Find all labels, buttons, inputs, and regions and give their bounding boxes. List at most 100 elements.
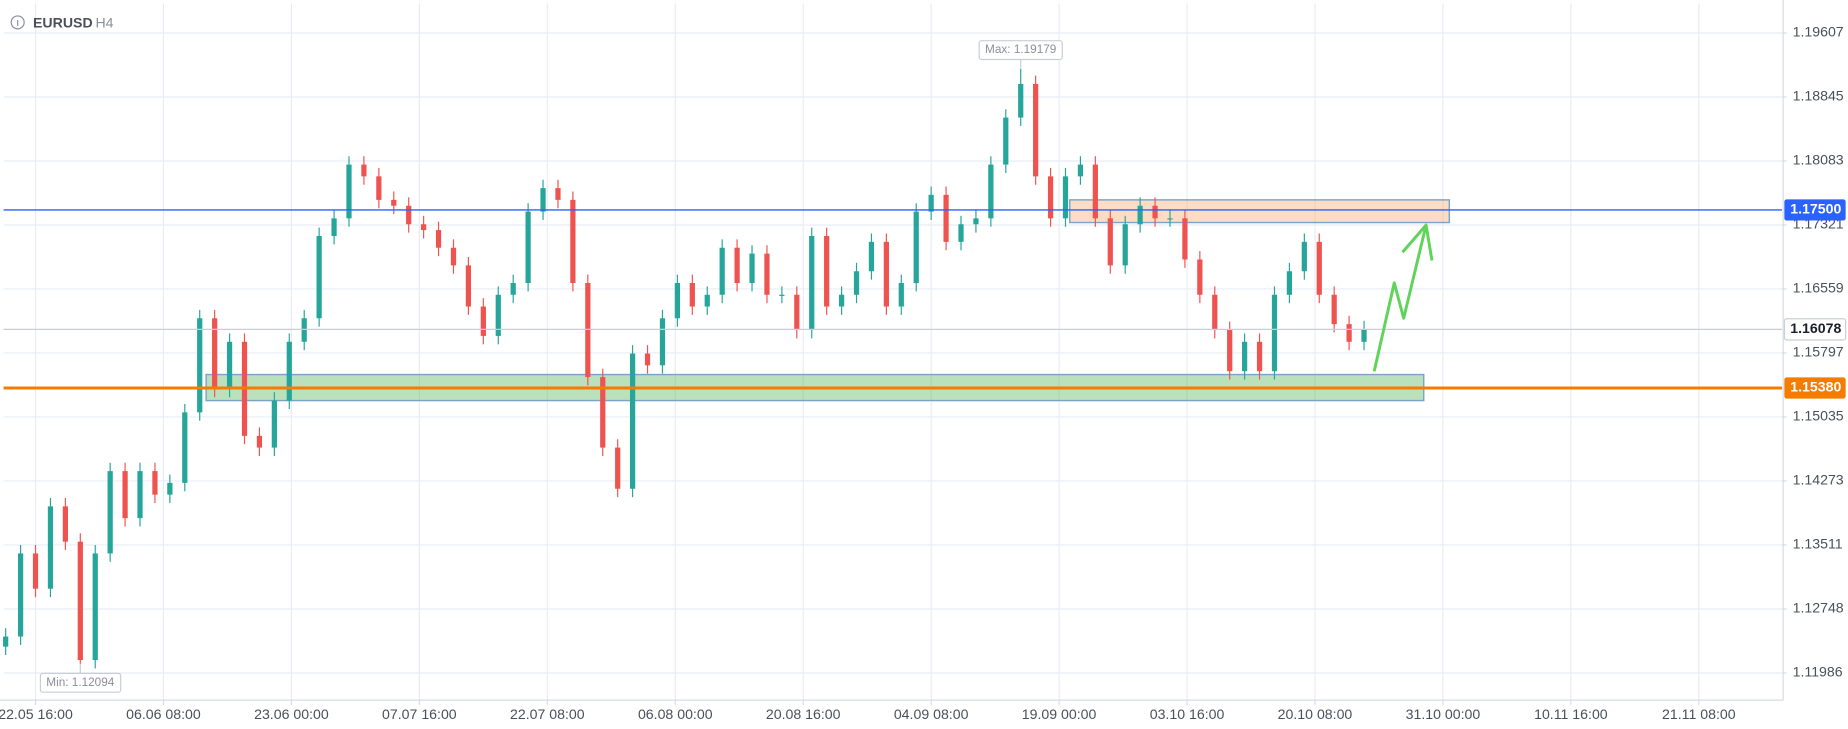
candles — [3, 68, 1367, 669]
candle-body — [1107, 218, 1113, 266]
y-tick-label: 1.15797 — [1793, 344, 1844, 360]
candle-body — [555, 188, 561, 200]
candle-body — [465, 265, 472, 307]
grid — [3, 3, 1782, 701]
candle-body — [316, 235, 322, 319]
candle-body — [659, 318, 666, 366]
candle-body — [853, 271, 860, 295]
candle-body — [435, 230, 442, 248]
candle-body — [107, 471, 113, 554]
candle-body — [1227, 330, 1233, 372]
candle-body — [421, 224, 427, 231]
x-tick-label: 06.06 08:00 — [126, 706, 201, 722]
candle-body — [137, 471, 143, 519]
candle-body — [958, 224, 964, 242]
candle-body — [331, 218, 337, 236]
x-tick-label: 20.08 16:00 — [766, 706, 841, 722]
forecast-arrow — [1372, 224, 1428, 372]
candle-body — [1271, 294, 1278, 372]
candle-body — [1077, 164, 1084, 177]
candle-body — [1256, 341, 1263, 372]
y-tick-label: 1.14273 — [1793, 472, 1844, 488]
candle-body — [1092, 164, 1098, 219]
candle-body — [644, 353, 651, 366]
candle-body — [1361, 329, 1367, 342]
x-tick-label: 10.11 16:00 — [1534, 706, 1608, 722]
candle-body — [62, 506, 68, 542]
candle-body — [749, 253, 755, 284]
candle-body — [525, 211, 531, 284]
last-price-label: 1.16078 — [1790, 320, 1841, 336]
x-tick-label: 06.08 00:00 — [638, 706, 713, 722]
candle-body — [1047, 176, 1054, 219]
candle-body — [226, 341, 233, 389]
y-tick-label: 1.18845 — [1793, 88, 1844, 104]
candle-body — [809, 235, 815, 331]
y-tick-label: 1.19607 — [1793, 24, 1844, 40]
x-tick-label: 04.09 08:00 — [894, 706, 969, 722]
candle-body — [1137, 205, 1143, 225]
candle-body — [1033, 83, 1039, 177]
candle-body — [689, 283, 695, 307]
timeframe: H4 — [95, 14, 113, 30]
candle-body — [1212, 294, 1218, 331]
forecast-arrowhead — [1401, 223, 1434, 261]
candle-body — [734, 247, 740, 284]
candle-body — [779, 294, 785, 296]
last-price-badge — [1783, 318, 1847, 341]
candle-body — [570, 199, 576, 284]
candle-body — [913, 211, 919, 284]
candle-body — [271, 400, 277, 448]
price-badge — [1784, 199, 1846, 221]
candle-body — [540, 188, 546, 212]
y-tick-label: 1.12748 — [1793, 600, 1844, 616]
price-badge-label: 1.17500 — [1790, 201, 1841, 217]
x-tick-label: 03.10 16:00 — [1150, 706, 1225, 722]
candle-body — [92, 553, 98, 661]
candle-body — [197, 318, 203, 413]
y-tick-label: 1.11986 — [1793, 664, 1843, 680]
candle-body — [1301, 241, 1307, 272]
candle-body — [182, 412, 188, 483]
max-badge — [978, 40, 1063, 61]
candle-body — [973, 218, 979, 225]
candle-body — [615, 447, 621, 489]
x-tick-label: 07.07 16:00 — [382, 706, 457, 722]
candle-body — [301, 318, 307, 342]
candle-body — [1331, 294, 1337, 325]
candle-body — [585, 283, 591, 378]
candle-body — [122, 471, 128, 519]
candle-body — [1182, 218, 1188, 260]
candle-body — [361, 164, 367, 177]
candle-body — [943, 194, 949, 242]
candle-body — [77, 541, 83, 661]
candle-body — [256, 435, 263, 448]
candle-body — [1062, 176, 1069, 219]
candle-body — [495, 294, 501, 336]
candle-body — [450, 247, 457, 266]
candle-body — [346, 164, 352, 219]
candle-body — [1197, 259, 1203, 295]
candle-body — [1122, 224, 1128, 266]
candle-body — [704, 294, 710, 307]
candle-body — [1152, 205, 1158, 219]
candle-body — [510, 283, 516, 295]
candle-body — [719, 247, 725, 295]
info-icon[interactable] — [10, 15, 25, 30]
candle-body — [928, 194, 934, 212]
candle-body — [824, 235, 830, 307]
candle-body — [391, 199, 397, 206]
x-tick-label: 23.06 00:00 — [254, 706, 329, 722]
price-badge — [1784, 377, 1846, 399]
symbol: EURUSD — [33, 14, 93, 30]
candle-body — [17, 553, 24, 637]
min-label: Min: 1.12094 — [46, 676, 114, 689]
candle-body — [47, 506, 54, 589]
candle-body — [988, 164, 994, 219]
x-tick-label: 19.09 00:00 — [1022, 706, 1097, 722]
candle-body — [838, 294, 845, 307]
candle-body — [32, 553, 39, 589]
